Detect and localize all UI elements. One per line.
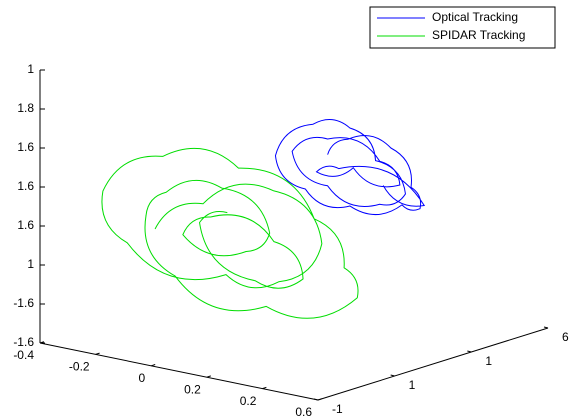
x-tick [262, 386, 267, 390]
x-axis [39, 342, 319, 401]
trajectory [274, 119, 426, 216]
z-tick-label: 1 [27, 257, 34, 271]
x-tick [95, 352, 100, 355]
legend-box [369, 6, 556, 49]
trajectory [101, 147, 359, 319]
y-tick [467, 350, 472, 353]
legend-label: SPIDAR Tracking [432, 28, 525, 42]
x-tick-label: -0.2 [69, 360, 90, 374]
y-tick [390, 374, 395, 377]
y-tick-label: 1 [485, 354, 492, 368]
x-tick-label: 0.2 [240, 394, 257, 408]
x-tick [151, 364, 156, 367]
z-tick-label: 1 [27, 62, 34, 76]
x-tick [317, 398, 323, 401]
x-tick-label: 0 [139, 371, 146, 385]
y-tick-label: 1 [409, 378, 416, 392]
z-tick-label: 1.6 [17, 218, 34, 232]
x-tick [39, 341, 45, 344]
z-tick-label: 1.6 [17, 140, 34, 154]
x-tick-label: -0.4 [13, 348, 34, 362]
y-tick [313, 398, 319, 401]
y-tick [543, 326, 549, 329]
y-tick-label: 6 [562, 330, 569, 344]
legend-label: Optical Tracking [432, 10, 518, 24]
z-tick-label: 1.8 [17, 101, 34, 115]
z-tick-label: -1.6 [13, 296, 34, 310]
x-tick-label: 0.6 [295, 405, 312, 417]
z-tick-label: -1.6 [13, 335, 34, 349]
x-tick-label: 0.2 [184, 382, 201, 396]
x-tick [206, 375, 211, 378]
y-tick-label: -1 [332, 402, 343, 416]
z-tick-label: 1.6 [17, 179, 34, 193]
y-axis [317, 327, 549, 401]
